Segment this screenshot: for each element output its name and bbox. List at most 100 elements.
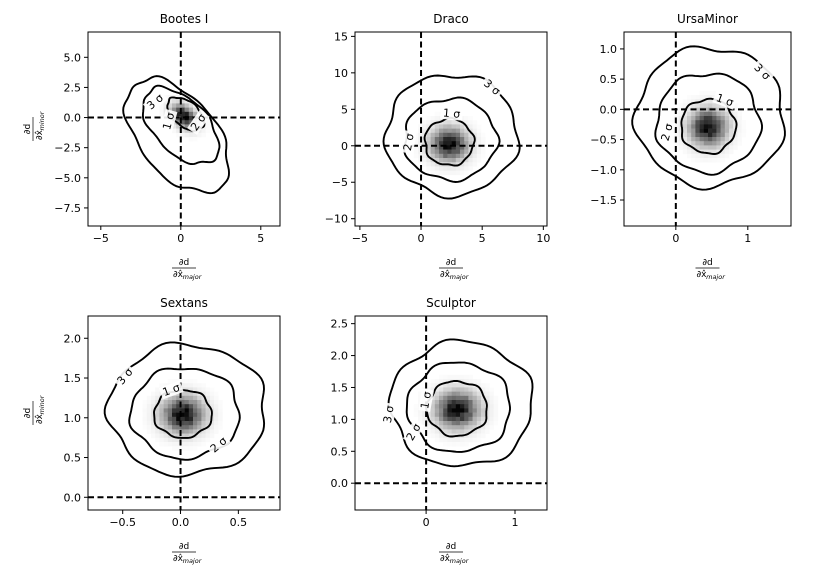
x-tick-label: 0.0	[172, 516, 190, 529]
y-axis-label: ∂d∂x̂minor	[23, 394, 46, 425]
axes-frame	[354, 315, 548, 511]
x-tick-label: 0	[672, 232, 679, 245]
y-tick-label: 1.0	[600, 43, 618, 56]
y-label-subscript: minor	[38, 110, 46, 130]
x-tick-label: 0	[423, 516, 430, 529]
contour-label: 2 σ	[659, 122, 676, 142]
x-label-denominator: ∂x̂	[440, 269, 451, 280]
x-tick-label: 0	[418, 232, 425, 245]
y-tick-label: −7.5	[54, 202, 81, 215]
y-tick-label: −5	[332, 176, 348, 189]
y-tick-label: −0.5	[590, 134, 617, 147]
x-axis-label: ∂d∂x̂ major	[695, 258, 726, 281]
panel-title: Bootes I	[160, 12, 209, 26]
axes-frame	[354, 31, 548, 227]
x-tick-label: 5	[479, 232, 486, 245]
x-label-subscript: major	[183, 557, 203, 565]
x-label-subscript: major	[183, 273, 203, 281]
y-label-denominator: ∂x̂	[34, 413, 45, 424]
panel-title: Sextans	[160, 296, 208, 310]
x-axis-label: ∂d∂x̂ major	[172, 258, 203, 281]
contour-label: 2 σ	[401, 132, 417, 151]
y-tick-label: 2.5	[64, 81, 82, 94]
y-tick-label: 0.5	[331, 445, 349, 458]
x-label-subscript: major	[450, 273, 470, 281]
x-label-denominator: ∂x̂	[173, 553, 184, 564]
y-tick-label: 2.0	[331, 350, 349, 363]
y-tick-label: 0.5	[64, 452, 82, 465]
x-label-numerator: ∂d	[446, 542, 456, 552]
y-tick-label: 0.0	[331, 477, 349, 490]
x-tick-label: −5	[352, 232, 368, 245]
contour-1sigma	[153, 389, 213, 439]
y-tick-label: 0.0	[600, 103, 618, 116]
x-tick-label: −0.5	[109, 516, 136, 529]
x-label-denominator: ∂x̂	[173, 269, 184, 280]
y-tick-label: 0.0	[64, 112, 82, 125]
panel-title: Sculptor	[426, 296, 476, 310]
y-tick-label: 5.0	[64, 51, 82, 64]
contour-2sigma	[141, 84, 221, 166]
y-tick-label: −10	[325, 213, 348, 226]
y-tick-label: 1.0	[64, 412, 82, 425]
contour-2sigma	[405, 361, 511, 453]
contour-label: 1 σ	[714, 91, 735, 109]
y-tick-label: 1.5	[64, 372, 82, 385]
x-label-numerator: ∂d	[179, 542, 189, 552]
axes-frame	[87, 315, 281, 511]
x-label-numerator: ∂d	[702, 258, 712, 268]
contour-3sigma	[122, 75, 230, 195]
x-tick-label: 5	[257, 232, 264, 245]
x-label-denominator: ∂x̂	[440, 553, 451, 564]
y-tick-label: 5	[341, 103, 348, 116]
y-tick-label: 15	[334, 30, 348, 43]
y-tick-label: 0.5	[600, 73, 618, 86]
x-axis-label: ∂d∂x̂ major	[172, 542, 203, 565]
contour-label: 3 σ	[381, 405, 397, 424]
x-axis-label: ∂d∂x̂ major	[439, 258, 470, 281]
x-label-subscript: major	[706, 273, 726, 281]
contour-1sigma	[423, 116, 476, 167]
panel-title: Draco	[433, 12, 468, 26]
x-label-numerator: ∂d	[179, 258, 189, 268]
y-tick-label: 10	[334, 67, 348, 80]
y-tick-label: 2.5	[331, 318, 349, 331]
x-label-numerator: ∂d	[446, 258, 456, 268]
contour-3sigma	[103, 341, 266, 478]
axes-frame	[623, 31, 792, 227]
contour-3sigma	[631, 45, 786, 191]
y-tick-label: 1.0	[331, 413, 349, 426]
x-tick-label: 0.5	[230, 516, 248, 529]
x-label-subscript: major	[450, 557, 470, 565]
y-label-denominator: ∂x̂	[34, 129, 45, 140]
y-tick-label: −2.5	[54, 142, 81, 155]
x-axis-label: ∂d∂x̂ major	[439, 542, 470, 565]
contour-label: 1 σ	[161, 381, 182, 399]
contour-label: 1 σ	[160, 111, 177, 131]
y-tick-label: 1.5	[331, 381, 349, 394]
x-tick-label: 10	[536, 232, 550, 245]
x-tick-label: 1	[744, 232, 751, 245]
y-tick-label: 0.0	[64, 491, 82, 504]
y-axis-label: ∂d∂x̂minor	[23, 110, 46, 141]
y-tick-label: 2.0	[64, 332, 82, 345]
x-tick-label: 0	[177, 232, 184, 245]
contour-label: 1 σ	[442, 106, 461, 120]
x-tick-label: −5	[93, 232, 109, 245]
x-label-denominator: ∂x̂	[697, 269, 708, 280]
panel-title: UrsaMinor	[677, 12, 738, 26]
y-tick-label: 0	[341, 140, 348, 153]
y-tick-label: −1.5	[590, 194, 617, 207]
x-tick-label: 1	[512, 516, 519, 529]
axes-frame	[87, 31, 281, 227]
contour-label: 1 σ	[418, 390, 434, 409]
contour-2sigma	[654, 72, 763, 176]
y-label-numerator: ∂d	[23, 408, 33, 418]
y-tick-label: −5.0	[54, 172, 81, 185]
y-tick-label: −1.0	[590, 164, 617, 177]
